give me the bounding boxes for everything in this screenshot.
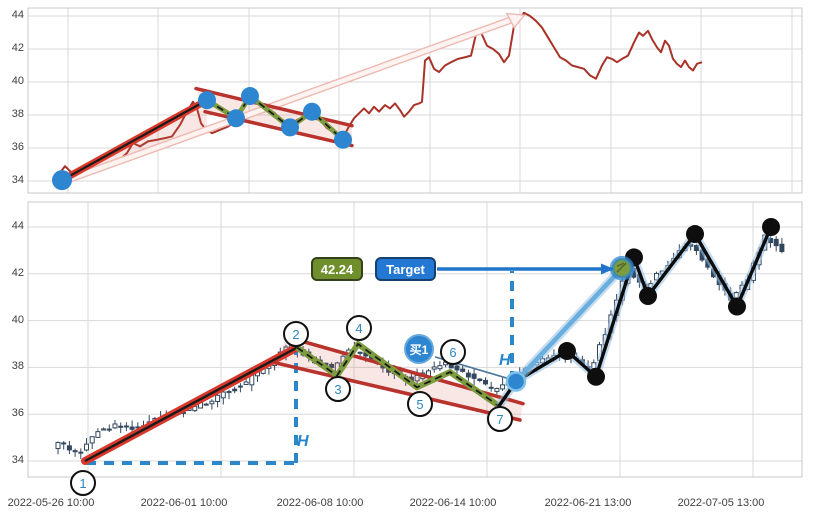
target-price-tag[interactable]: 42.24 <box>311 257 363 281</box>
x-axis-label: 2022-07-05 13:00 <box>677 497 765 509</box>
top-price-line <box>54 11 703 180</box>
x-axis-label: 2022-06-21 13:00 <box>544 497 632 509</box>
buy-to-target-ray <box>514 266 624 383</box>
x-axis-label: 2022-06-01 10:00 <box>140 497 228 509</box>
x-axis-label: 2022-06-08 10:00 <box>276 497 364 509</box>
top-pivot-dot <box>303 102 321 121</box>
top-pivot-dot <box>241 87 259 106</box>
pivot-black-dot <box>558 342 576 361</box>
height-label-projection: H <box>499 352 511 369</box>
buy-point-dot <box>505 371 527 392</box>
top-pivot-dot <box>227 109 245 128</box>
y-axis-label: 42 <box>11 266 24 279</box>
top-pivot-dot <box>198 91 216 110</box>
top-pivot-dot <box>281 118 299 137</box>
bottom-channel-fill <box>275 336 523 421</box>
target-arrowhead <box>601 263 614 275</box>
pivot-number-badge: 1 <box>70 470 96 496</box>
height-label-flagpole: H <box>297 433 309 450</box>
top-channel-upper <box>194 86 354 128</box>
pivot-black-dot <box>762 218 780 236</box>
pivot-black-dot <box>639 287 657 306</box>
y-axis-label: 38 <box>11 108 24 120</box>
top-pivot-dot <box>334 130 352 149</box>
pivot-number-badge: 5 <box>407 391 433 417</box>
y-axis-label: 38 <box>11 360 24 373</box>
y-axis-label: 40 <box>11 313 24 326</box>
y-axis-label: 34 <box>11 454 24 466</box>
pivot-black-dot <box>686 225 704 244</box>
pivot-number-badge: 6 <box>440 339 466 365</box>
x-axis-label: 2022-05-26 10:00 <box>7 497 95 509</box>
grid-bottom <box>27 201 803 478</box>
bottom-chart <box>55 218 785 465</box>
projection-arrow-band <box>60 15 515 186</box>
y-axis-label: 36 <box>11 141 24 153</box>
y-axis-label: 44 <box>11 220 24 232</box>
target-tag[interactable]: Target <box>375 257 436 281</box>
pivot-black-dot <box>587 367 605 386</box>
pivot-number-badge: 4 <box>346 315 372 341</box>
bottom-channel-lower <box>273 360 522 422</box>
projection-arrowhead <box>505 12 526 29</box>
pivot-black-dot <box>728 297 746 316</box>
y-axis-label: 44 <box>11 9 24 21</box>
y-axis-label: 36 <box>11 407 24 420</box>
y-axis-label: 42 <box>11 42 24 54</box>
y-axis-label: 34 <box>11 174 24 186</box>
y-axis-label: 40 <box>11 75 24 87</box>
x-axis-label: 2022-06-14 10:00 <box>409 497 497 509</box>
pivot-number-badge: 3 <box>325 376 351 402</box>
top-chart <box>52 11 703 191</box>
pivot-number-badge: 7 <box>487 406 513 432</box>
buy-signal-badge[interactable]: 买1 <box>404 334 434 364</box>
pivot-number-badge: 2 <box>283 321 309 347</box>
grid-top <box>27 7 803 194</box>
top-pivot-dot <box>52 170 72 191</box>
